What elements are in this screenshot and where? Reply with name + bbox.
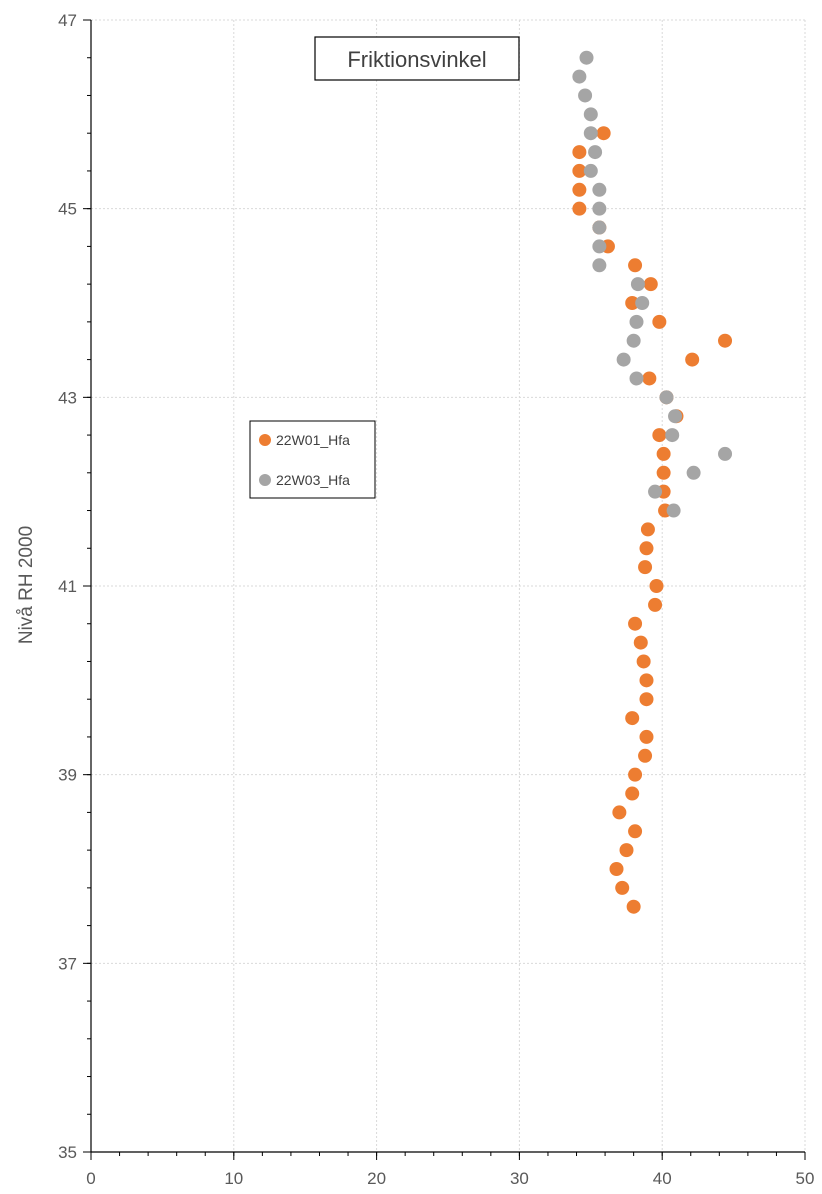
data-point-22w03 bbox=[630, 277, 645, 292]
data-point-22w01 bbox=[615, 880, 630, 895]
data-point-22w01 bbox=[638, 560, 653, 575]
grid-layer bbox=[91, 19, 806, 1152]
legend: 22W01_Hfa 22W03_Hfa bbox=[249, 420, 376, 499]
data-point-22w01 bbox=[649, 579, 664, 593]
data-point-22w03 bbox=[592, 182, 607, 197]
data-point-22w01 bbox=[656, 465, 671, 480]
data-point-22w03 bbox=[578, 88, 593, 103]
data-point-22w01 bbox=[640, 522, 655, 537]
data-point-22w01 bbox=[636, 654, 651, 669]
data-point-22w03 bbox=[583, 107, 598, 122]
data-point-22w03 bbox=[592, 201, 607, 216]
data-point-22w03 bbox=[583, 163, 598, 178]
data-point-22w03 bbox=[665, 428, 680, 443]
legend-marker-22w01 bbox=[259, 434, 271, 446]
y-tick-label: 35 bbox=[58, 1143, 77, 1162]
data-point-22w01 bbox=[572, 201, 587, 216]
data-point-22w01 bbox=[639, 673, 654, 688]
axis-layer: 0 10 20 30 40 50 35 37 39 41 43 45 47 bbox=[58, 11, 814, 1188]
data-point-22w01 bbox=[612, 805, 627, 820]
data-point-22w03 bbox=[583, 126, 598, 141]
data-point-22w01 bbox=[642, 371, 657, 386]
y-tick-label: 45 bbox=[58, 200, 77, 219]
data-point-22w01 bbox=[596, 126, 611, 141]
data-point-22w03 bbox=[592, 258, 607, 273]
data-point-22w03 bbox=[588, 145, 603, 160]
data-point-22w01 bbox=[639, 729, 654, 744]
x-tick-label: 30 bbox=[510, 1169, 529, 1188]
points-layer bbox=[572, 50, 733, 914]
legend-label-22w03: 22W03_Hfa bbox=[276, 472, 350, 488]
data-point-22w01 bbox=[718, 333, 733, 348]
data-point-22w01 bbox=[609, 862, 624, 876]
data-point-22w01 bbox=[572, 163, 587, 178]
data-point-22w01 bbox=[648, 597, 663, 612]
x-tick-label: 10 bbox=[224, 1169, 243, 1188]
data-point-22w01 bbox=[643, 277, 658, 292]
data-point-22w01 bbox=[633, 635, 648, 650]
data-point-22w03 bbox=[629, 314, 644, 329]
data-point-22w03 bbox=[659, 390, 674, 405]
x-tick-label: 0 bbox=[86, 1169, 95, 1188]
data-point-22w01 bbox=[619, 843, 634, 858]
data-point-22w01 bbox=[625, 296, 640, 310]
data-point-22w01 bbox=[639, 692, 654, 707]
data-point-22w01 bbox=[638, 748, 653, 763]
data-point-22w01 bbox=[685, 352, 700, 367]
legend-marker-22w03 bbox=[259, 474, 271, 486]
data-point-22w03 bbox=[635, 296, 650, 310]
x-tick-label: 20 bbox=[367, 1169, 386, 1188]
data-point-22w01 bbox=[628, 767, 643, 782]
data-point-22w03 bbox=[718, 446, 733, 461]
data-point-22w01 bbox=[639, 541, 654, 556]
data-point-22w03 bbox=[616, 352, 631, 367]
x-tick-label: 50 bbox=[796, 1169, 815, 1188]
data-point-22w03 bbox=[579, 50, 594, 65]
x-tick-label: 40 bbox=[653, 1169, 672, 1188]
y-tick-label: 37 bbox=[58, 954, 77, 973]
data-point-22w01 bbox=[652, 428, 667, 443]
data-point-22w03 bbox=[668, 409, 683, 424]
y-tick-label: 47 bbox=[58, 11, 77, 30]
data-point-22w01 bbox=[628, 258, 643, 273]
data-point-22w01 bbox=[625, 786, 640, 801]
chart-title-text: Friktionsvinkel bbox=[347, 47, 486, 72]
data-point-22w01 bbox=[625, 711, 640, 726]
data-point-22w03 bbox=[629, 371, 644, 386]
data-point-22w03 bbox=[686, 465, 701, 480]
data-point-22w03 bbox=[648, 484, 663, 499]
data-point-22w03 bbox=[592, 239, 607, 254]
chart-title-box bbox=[314, 36, 520, 81]
legend-label-22w01: 22W01_Hfa bbox=[276, 432, 350, 448]
data-point-22w01 bbox=[628, 824, 643, 839]
data-point-22w01 bbox=[572, 182, 587, 197]
y-tick-label: 43 bbox=[58, 388, 77, 407]
data-point-22w01 bbox=[652, 314, 667, 329]
y-tick-label: 41 bbox=[58, 577, 77, 596]
data-point-22w01 bbox=[656, 446, 671, 461]
data-point-22w03 bbox=[572, 69, 587, 84]
data-point-22w03 bbox=[666, 503, 681, 518]
y-tick-label: 39 bbox=[58, 766, 77, 785]
data-point-22w03 bbox=[592, 220, 607, 235]
y-axis-title: Nivå RH 2000 bbox=[16, 526, 37, 644]
data-point-22w01 bbox=[572, 145, 587, 160]
legend-box bbox=[249, 420, 376, 499]
data-point-22w01 bbox=[628, 616, 643, 631]
chart-title: Friktionsvinkel bbox=[314, 36, 520, 81]
data-point-22w03 bbox=[626, 333, 641, 348]
data-point-22w01 bbox=[626, 899, 641, 914]
